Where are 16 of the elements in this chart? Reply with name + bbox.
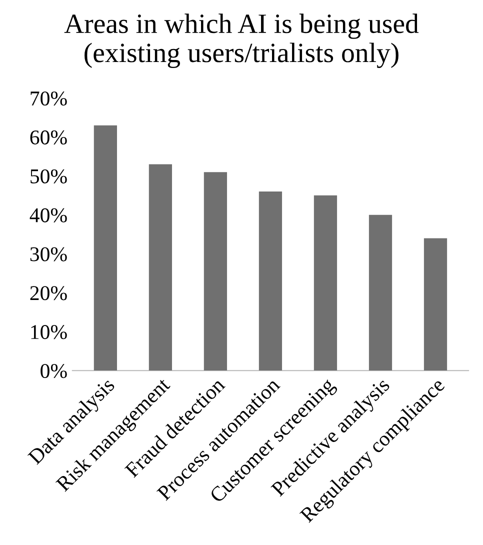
y-tick-label: 60% [30,130,67,145]
bar [204,172,228,371]
y-tick-label: 70% [30,91,67,106]
y-tick-label: 40% [30,208,67,222]
y-tick-label: 0% [40,364,67,378]
y-tick-label: 10% [31,325,67,340]
y-tick-label: 30% [30,247,67,262]
bar [148,164,172,371]
y-tick-label: 20% [30,286,67,300]
bar [368,214,392,371]
bar [94,125,118,371]
bar [314,195,338,371]
bar [258,192,282,371]
chart-title: Areas in which AI is being used (existing users/trialists only) [64,14,419,68]
y-tick-label: 50% [30,169,67,184]
bar [424,238,448,371]
